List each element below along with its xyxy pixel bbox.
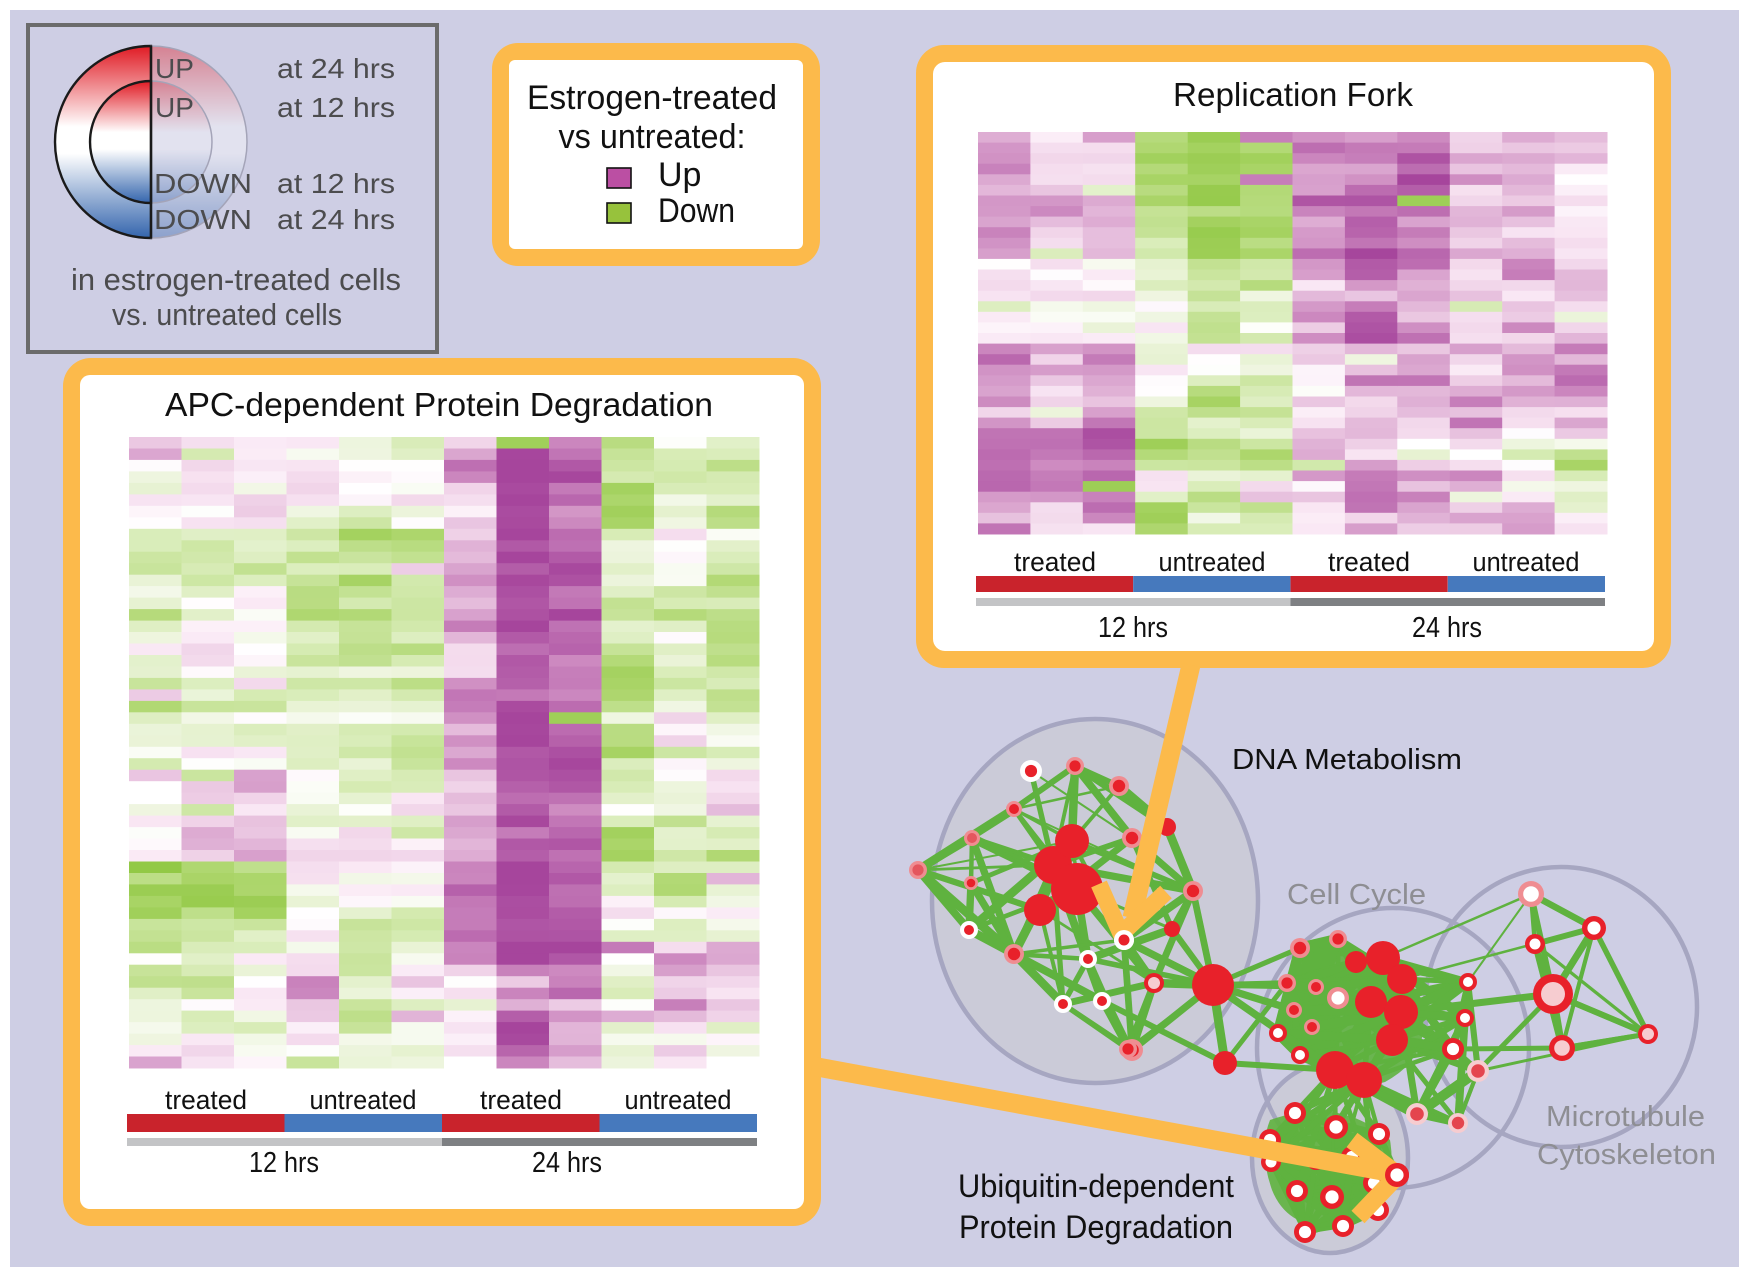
svg-text:vs untreated:: vs untreated: — [559, 118, 746, 156]
svg-text:at 24 hrs: at 24 hrs — [277, 204, 395, 235]
svg-text:12 hrs: 12 hrs — [249, 1147, 319, 1179]
svg-text:untreated: untreated — [1159, 547, 1266, 577]
svg-text:vs. untreated cells: vs. untreated cells — [112, 297, 342, 332]
svg-text:APC-dependent Protein Degradat: APC-dependent Protein Degradation — [165, 386, 713, 423]
svg-text:Protein Degradation: Protein Degradation — [959, 1209, 1233, 1245]
svg-text:treated: treated — [480, 1085, 562, 1115]
svg-text:treated: treated — [1328, 547, 1410, 577]
svg-text:untreated: untreated — [310, 1085, 417, 1115]
svg-text:at 12 hrs: at 12 hrs — [277, 92, 395, 123]
svg-text:Down: Down — [658, 192, 735, 230]
svg-text:12 hrs: 12 hrs — [1098, 612, 1168, 644]
svg-text:DOWN: DOWN — [154, 204, 252, 235]
svg-text:Cytoskeleton: Cytoskeleton — [1537, 1139, 1716, 1171]
svg-text:Microtubule: Microtubule — [1546, 1101, 1705, 1133]
svg-text:UP: UP — [155, 53, 194, 84]
svg-text:at 24 hrs: at 24 hrs — [277, 53, 395, 84]
svg-text:DOWN: DOWN — [154, 168, 252, 199]
svg-text:DNA Metabolism: DNA Metabolism — [1232, 744, 1462, 776]
svg-text:24 hrs: 24 hrs — [1412, 612, 1482, 644]
svg-text:untreated: untreated — [1473, 547, 1580, 577]
svg-text:treated: treated — [165, 1085, 247, 1115]
svg-text:untreated: untreated — [625, 1085, 732, 1115]
svg-text:24 hrs: 24 hrs — [532, 1147, 602, 1179]
svg-text:Estrogen-treated: Estrogen-treated — [527, 79, 777, 117]
svg-text:treated: treated — [1014, 547, 1096, 577]
svg-text:UP: UP — [155, 92, 194, 123]
svg-text:Up: Up — [658, 156, 701, 194]
svg-text:in estrogen-treated cells: in estrogen-treated cells — [71, 262, 401, 297]
svg-text:Ubiquitin-dependent: Ubiquitin-dependent — [958, 1168, 1234, 1204]
svg-text:Replication Fork: Replication Fork — [1173, 76, 1413, 113]
svg-text:at 12 hrs: at 12 hrs — [277, 168, 395, 199]
svg-text:Cell Cycle: Cell Cycle — [1287, 879, 1426, 911]
